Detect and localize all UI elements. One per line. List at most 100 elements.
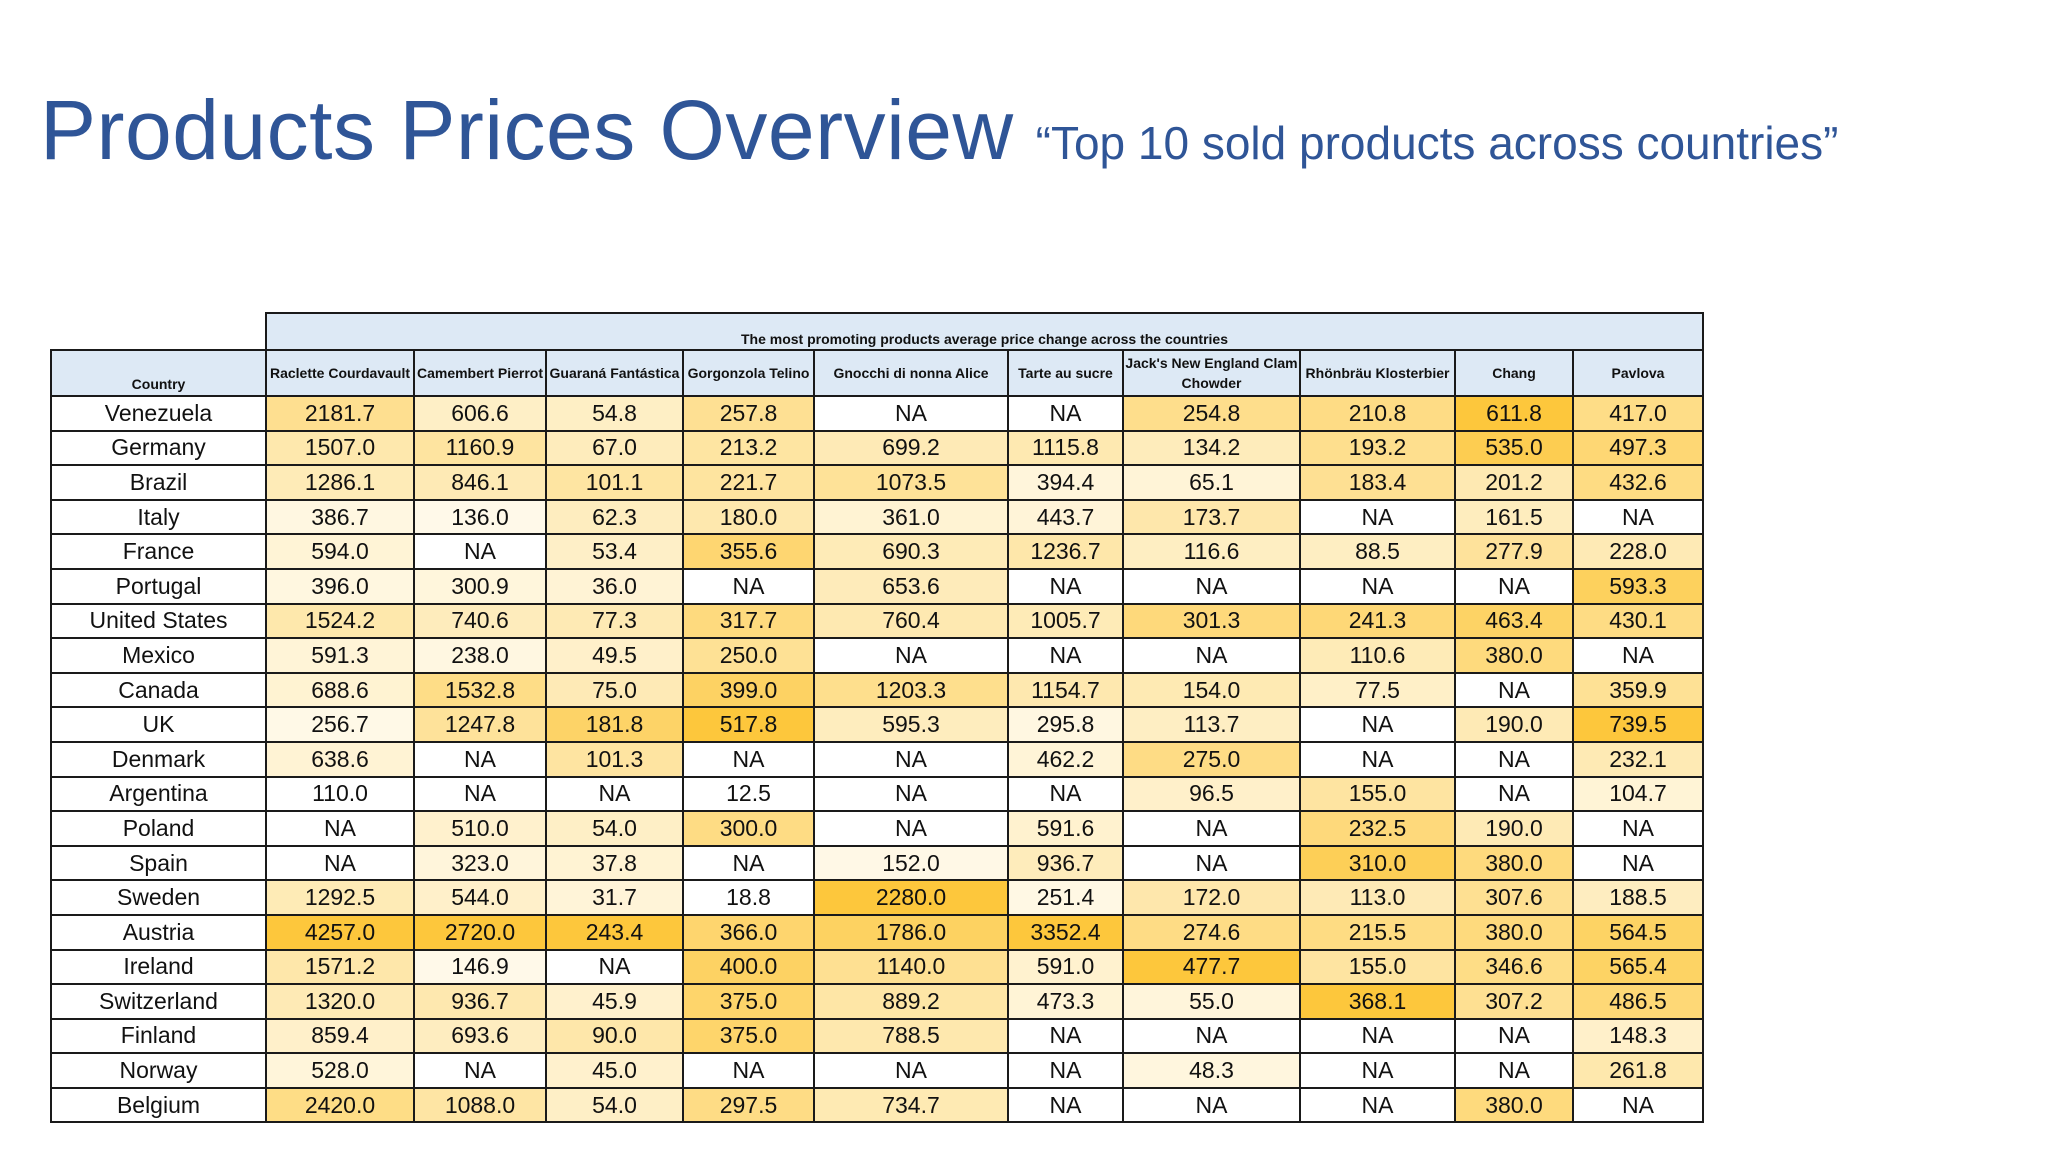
price-cell: 417.0 bbox=[1572, 395, 1704, 432]
price-cell: NA bbox=[1454, 567, 1574, 605]
price-cell: 2181.7 bbox=[265, 395, 415, 432]
price-cell: 152.0 bbox=[813, 844, 1009, 882]
price-cell: 1571.2 bbox=[265, 948, 415, 986]
price-cell: 134.2 bbox=[1122, 429, 1301, 467]
price-cell: 67.0 bbox=[545, 429, 684, 467]
price-cell: NA bbox=[545, 775, 684, 813]
price-cell: 297.5 bbox=[682, 1086, 815, 1124]
price-cell: 77.5 bbox=[1299, 671, 1456, 709]
price-cell: 528.0 bbox=[265, 1052, 415, 1089]
price-cell: 611.8 bbox=[1454, 395, 1574, 432]
price-cell: 136.0 bbox=[413, 498, 547, 536]
price-cell: 113.0 bbox=[1299, 879, 1456, 916]
price-cell: 90.0 bbox=[545, 1017, 684, 1055]
price-cell: NA bbox=[413, 1052, 547, 1089]
country-cell: Norway bbox=[50, 1052, 267, 1089]
price-cell: NA bbox=[265, 810, 415, 847]
price-cell: 238.0 bbox=[413, 637, 547, 674]
price-cell: 653.6 bbox=[813, 567, 1009, 605]
price-cell: 1005.7 bbox=[1007, 602, 1124, 640]
blank-corner bbox=[51, 313, 266, 350]
table-row: Canada 688.6 1532.8 75.0 399.0 1203.3 1154.7 15… bbox=[50, 671, 1704, 709]
country-cell: Spain bbox=[50, 844, 267, 882]
table-body: Venezuela 2181.7 606.6 54.8 257.8 NA NA 254.8 21… bbox=[50, 395, 1704, 1124]
table-row: Sweden 1292.5 544.0 31.7 18.8 2280.0 251.4 172.… bbox=[50, 879, 1704, 916]
price-cell: 380.0 bbox=[1454, 1086, 1574, 1124]
price-cell: 473.3 bbox=[1007, 983, 1124, 1020]
price-cell: 366.0 bbox=[682, 913, 815, 951]
price-cell: 846.1 bbox=[413, 464, 547, 501]
price-cell: 55.0 bbox=[1122, 983, 1301, 1020]
country-cell: Finland bbox=[50, 1017, 267, 1055]
price-cell: 497.3 bbox=[1572, 429, 1704, 467]
price-cell: 228.0 bbox=[1572, 533, 1704, 570]
price-cell: 1160.9 bbox=[413, 429, 547, 467]
price-cell: 62.3 bbox=[545, 498, 684, 536]
price-cell: 213.2 bbox=[682, 429, 815, 467]
price-cell: 257.8 bbox=[682, 395, 815, 432]
price-cell: 210.8 bbox=[1299, 395, 1456, 432]
price-cell: 75.0 bbox=[545, 671, 684, 709]
product-column-header: Raclette Courdavault bbox=[265, 349, 415, 397]
product-column-header: Rhönbräu Klosterbier bbox=[1299, 349, 1456, 397]
price-cell: NA bbox=[1122, 1017, 1301, 1055]
price-cell: 535.0 bbox=[1454, 429, 1574, 467]
price-cell: 1524.2 bbox=[265, 602, 415, 640]
price-cell: 346.6 bbox=[1454, 948, 1574, 986]
price-cell: 368.1 bbox=[1299, 983, 1456, 1020]
country-cell: Canada bbox=[50, 671, 267, 709]
price-cell: 173.7 bbox=[1122, 498, 1301, 536]
table-row: Austria 4257.0 2720.0 243.4 366.0 1786.0 3352.… bbox=[50, 913, 1704, 951]
price-cell: 215.5 bbox=[1299, 913, 1456, 951]
price-cell: 155.0 bbox=[1299, 775, 1456, 813]
price-cell: 3352.4 bbox=[1007, 913, 1124, 951]
price-cell: NA bbox=[1299, 706, 1456, 743]
price-cell: 359.9 bbox=[1572, 671, 1704, 709]
price-cell: 113.7 bbox=[1122, 706, 1301, 743]
price-cell: 232.5 bbox=[1299, 810, 1456, 847]
price-cell: NA bbox=[1454, 740, 1574, 778]
table-row: Belgium 2420.0 1088.0 54.0 297.5 734.7 NA NA NA 3… bbox=[50, 1086, 1704, 1124]
price-cell: 45.0 bbox=[545, 1052, 684, 1089]
country-cell: Argentina bbox=[50, 775, 267, 813]
price-cell: 154.0 bbox=[1122, 671, 1301, 709]
price-cell: 375.0 bbox=[682, 983, 815, 1020]
table-row: Venezuela 2181.7 606.6 54.8 257.8 NA NA 254.8 21… bbox=[50, 395, 1704, 432]
country-cell: Ireland bbox=[50, 948, 267, 986]
price-cell: 740.6 bbox=[413, 602, 547, 640]
country-cell: Sweden bbox=[50, 879, 267, 916]
price-cell: 396.0 bbox=[265, 567, 415, 605]
price-cell: 380.0 bbox=[1454, 844, 1574, 882]
price-cell: 1786.0 bbox=[813, 913, 1009, 951]
price-cell: 96.5 bbox=[1122, 775, 1301, 813]
table-row: Spain NA 323.0 37.8 NA 152.0 936.7 NA 310.0 380.0… bbox=[50, 844, 1704, 882]
price-cell: 201.2 bbox=[1454, 464, 1574, 501]
price-cell: 859.4 bbox=[265, 1017, 415, 1055]
price-cell: 443.7 bbox=[1007, 498, 1124, 536]
price-cell: NA bbox=[1454, 1017, 1574, 1055]
price-cell: 101.3 bbox=[545, 740, 684, 778]
price-cell: NA bbox=[1299, 498, 1456, 536]
country-cell: UK bbox=[50, 706, 267, 743]
price-cell: 300.9 bbox=[413, 567, 547, 605]
price-cell: 301.3 bbox=[1122, 602, 1301, 640]
price-cell: 54.8 bbox=[545, 395, 684, 432]
price-cell: 300.0 bbox=[682, 810, 815, 847]
price-cell: NA bbox=[1007, 567, 1124, 605]
price-cell: NA bbox=[1299, 740, 1456, 778]
table-row: Brazil 1286.1 846.1 101.1 221.7 1073.5 394.4 65… bbox=[50, 464, 1704, 501]
price-cell: 54.0 bbox=[545, 1086, 684, 1124]
price-cell: 355.6 bbox=[682, 533, 815, 570]
price-cell: NA bbox=[1572, 637, 1704, 674]
price-cell: NA bbox=[1299, 1052, 1456, 1089]
price-cell: 463.4 bbox=[1454, 602, 1574, 640]
price-cell: 88.5 bbox=[1299, 533, 1456, 570]
price-cell: 591.6 bbox=[1007, 810, 1124, 847]
price-cell: 2420.0 bbox=[265, 1086, 415, 1124]
price-cell: NA bbox=[813, 775, 1009, 813]
price-cell: 188.5 bbox=[1572, 879, 1704, 916]
price-cell: 317.7 bbox=[682, 602, 815, 640]
price-cell: 936.7 bbox=[1007, 844, 1124, 882]
product-column-header: Tarte au sucre bbox=[1007, 349, 1124, 397]
country-cell: Venezuela bbox=[50, 395, 267, 432]
